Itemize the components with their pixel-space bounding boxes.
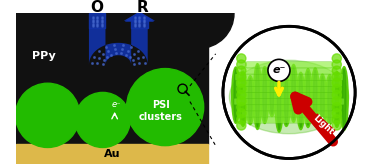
FancyBboxPatch shape [243,86,335,92]
Circle shape [332,66,341,75]
Circle shape [332,121,341,130]
FancyBboxPatch shape [242,111,336,117]
FancyBboxPatch shape [234,98,344,105]
Circle shape [332,60,341,69]
Circle shape [75,92,130,147]
Bar [15,144,208,164]
FancyBboxPatch shape [246,117,333,123]
Ellipse shape [297,72,305,130]
Ellipse shape [290,64,298,122]
Ellipse shape [253,64,262,129]
Text: PPy: PPy [32,51,56,61]
Text: Light: Light [311,114,335,137]
Circle shape [127,69,204,146]
Circle shape [237,78,246,87]
Ellipse shape [285,78,288,124]
Ellipse shape [229,60,349,134]
Circle shape [223,26,355,158]
Text: R: R [136,0,148,15]
Circle shape [237,84,246,93]
Ellipse shape [325,75,334,125]
FancyBboxPatch shape [246,104,332,111]
FancyBboxPatch shape [235,74,343,80]
Bar [15,13,208,144]
FancyBboxPatch shape [240,92,338,99]
Ellipse shape [277,73,281,130]
Circle shape [332,72,341,81]
Ellipse shape [241,73,245,124]
Ellipse shape [340,67,348,131]
Ellipse shape [248,78,252,122]
Bar [89,13,105,28]
Ellipse shape [270,71,274,114]
Ellipse shape [299,75,303,127]
Ellipse shape [234,69,238,121]
Text: PSI
clusters: PSI clusters [139,100,183,122]
Ellipse shape [263,69,266,121]
Circle shape [237,90,246,100]
Text: O: O [91,0,104,15]
Ellipse shape [304,69,312,128]
Circle shape [237,115,246,124]
Ellipse shape [282,76,290,126]
Circle shape [237,103,246,112]
Text: e⁻: e⁻ [112,100,121,109]
Circle shape [2,0,75,50]
Circle shape [164,0,234,48]
Circle shape [237,109,246,118]
Ellipse shape [232,67,240,123]
Ellipse shape [292,67,296,120]
Ellipse shape [313,70,317,124]
Ellipse shape [306,71,310,125]
Text: Au: Au [104,149,120,159]
Ellipse shape [335,74,339,125]
Polygon shape [124,12,155,21]
Bar [131,21,148,28]
Ellipse shape [318,74,327,128]
Circle shape [332,109,341,118]
Circle shape [332,78,341,87]
Polygon shape [125,12,154,22]
Circle shape [237,66,246,75]
Ellipse shape [342,69,346,128]
Ellipse shape [328,77,332,123]
Circle shape [237,96,246,106]
Circle shape [237,60,246,69]
Circle shape [15,83,80,147]
Circle shape [332,90,341,100]
FancyBboxPatch shape [246,62,332,68]
Ellipse shape [311,68,319,126]
Ellipse shape [239,71,247,126]
Polygon shape [89,28,148,65]
Circle shape [237,121,246,130]
Ellipse shape [333,72,341,127]
Ellipse shape [275,71,283,132]
Circle shape [237,54,246,63]
Ellipse shape [260,67,269,123]
Circle shape [332,96,341,106]
Circle shape [237,72,246,81]
FancyBboxPatch shape [241,68,337,74]
Ellipse shape [321,76,324,126]
Ellipse shape [246,76,254,125]
Ellipse shape [256,66,259,127]
Circle shape [332,84,341,93]
Circle shape [332,115,341,124]
FancyBboxPatch shape [236,80,342,86]
Ellipse shape [268,69,276,117]
Circle shape [268,59,290,81]
Text: e⁻: e⁻ [272,65,286,75]
Circle shape [89,0,172,55]
Circle shape [332,103,341,112]
Circle shape [332,54,341,63]
